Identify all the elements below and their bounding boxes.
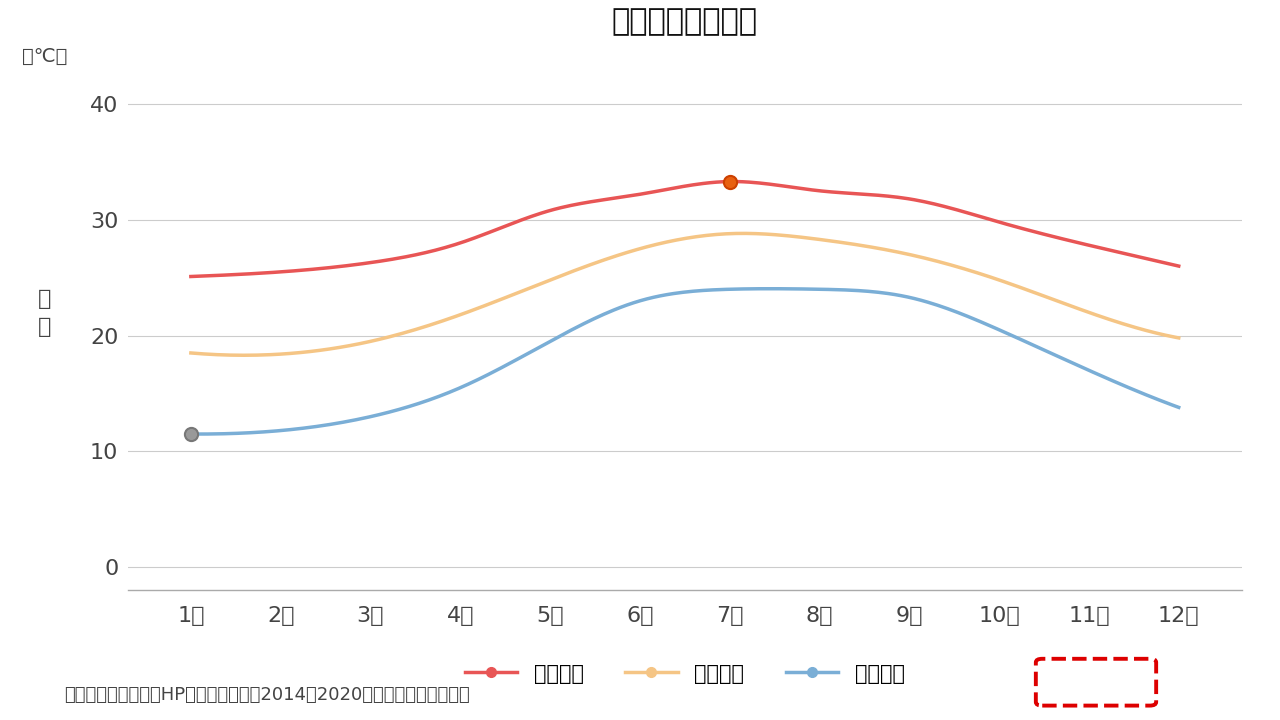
Point	[180, 428, 201, 440]
Legend: 最高気温, 平均気温, 最低気温: 最高気温, 平均気温, 最低気温	[457, 655, 913, 692]
Text: 気
温: 気 温	[38, 289, 51, 338]
Text: 【データ元】気象庁HPより。宮古島の2014〜2020年のデータから算出。: 【データ元】気象庁HPより。宮古島の2014〜2020年のデータから算出。	[64, 686, 470, 704]
Title: 【宮古島の気温】: 【宮古島の気温】	[612, 6, 758, 36]
Text: （℃）: （℃）	[22, 47, 67, 66]
Point	[719, 176, 740, 187]
